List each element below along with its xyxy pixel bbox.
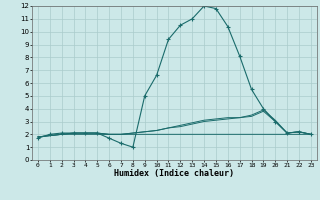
X-axis label: Humidex (Indice chaleur): Humidex (Indice chaleur) — [115, 169, 234, 178]
